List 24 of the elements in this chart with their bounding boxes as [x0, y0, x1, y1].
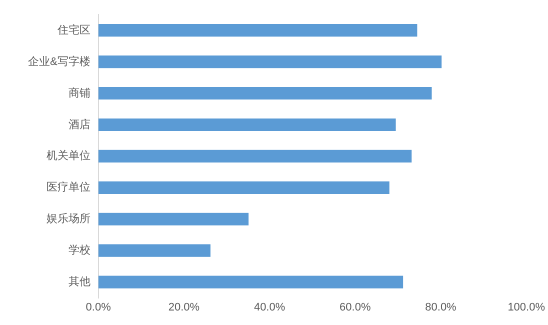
y-tick-label: 酒店 [68, 118, 90, 131]
y-tick-label: 企业&写字楼 [28, 54, 90, 68]
bar [98, 56, 442, 68]
y-tick-label: 住宅区 [57, 23, 90, 36]
y-tick-label: 娱乐场所 [46, 212, 90, 226]
bar [98, 212, 249, 226]
bar [98, 150, 412, 162]
bar [98, 244, 210, 257]
y-tick-label: 机关单位 [46, 149, 90, 162]
x-tick-label: 60.0% [340, 301, 371, 314]
x-tick-label: 100.0% [508, 301, 546, 314]
bar [98, 118, 396, 132]
y-tick-label: 学校 [68, 244, 90, 257]
x-tick-label: 40.0% [254, 301, 286, 314]
bar [98, 86, 432, 100]
bar [98, 181, 390, 194]
x-tick-label: 0.0% [86, 301, 112, 314]
x-tick-label: 20.0% [168, 301, 200, 314]
y-tick-label: 医疗单位 [46, 180, 90, 194]
y-tick-label: 其他 [68, 275, 90, 288]
bar [98, 276, 404, 288]
bar [98, 24, 418, 37]
y-tick-label: 商铺 [68, 86, 90, 100]
x-tick-label: 80.0% [425, 301, 457, 314]
